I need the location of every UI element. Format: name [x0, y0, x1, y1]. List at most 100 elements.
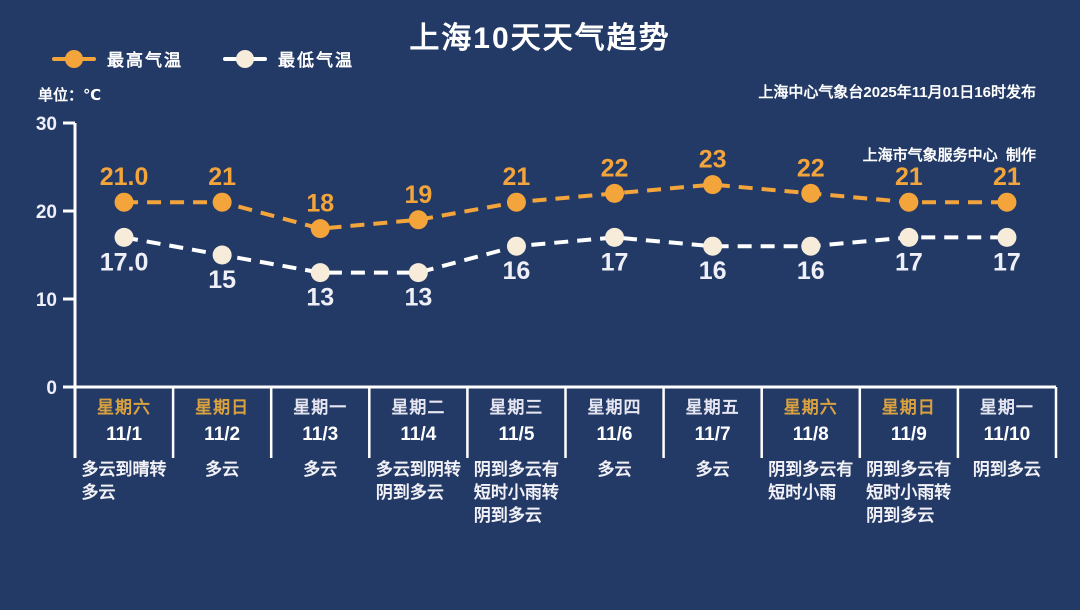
- date-label: 11/5: [498, 424, 535, 445]
- day-column: 星期日 11/2 多云: [173, 396, 271, 527]
- source-line-2: 上海市气象服务中心 制作: [862, 147, 1036, 164]
- weekday-label: 星期六: [783, 398, 838, 417]
- low-temp-series-value-label: 16: [797, 257, 825, 285]
- high-temp-series-value-label: 18: [306, 190, 334, 218]
- high-temp-series-value-label: 22: [797, 154, 825, 182]
- page-title: 上海10天天气趋势: [409, 22, 671, 55]
- weather-text: 阴到多云有 短时小雨转 阴到多云: [866, 460, 952, 525]
- day-column: 星期六 11/1 多云到晴转 多云: [75, 396, 173, 527]
- unit-label: 单位：℃: [38, 87, 102, 104]
- date-label: 11/1: [106, 424, 143, 445]
- low-temp-series-value-label: 13: [404, 284, 432, 312]
- date-label: 11/8: [792, 424, 829, 445]
- weekday-label: 星期一: [293, 398, 348, 417]
- source-attribution: 上海中心气象台2025年11月01日16时发布 上海市气象服务中心 制作: [758, 40, 1036, 208]
- high-temp-series-value-label: 21: [208, 163, 236, 191]
- low-temp-series-point: [801, 236, 821, 256]
- high-temp-series-value-label: 21: [993, 163, 1021, 191]
- source-line-1: 上海中心气象台2025年11月01日16时发布: [758, 84, 1036, 101]
- y-tick-label: 30: [36, 114, 57, 135]
- high-temp-series-point: [506, 192, 526, 212]
- weekday-label: 星期日: [881, 398, 936, 417]
- high-temp-series-point: [605, 183, 625, 203]
- high-temp-series: 21.0 21 18 19 21 22 23 22 21 21: [100, 146, 1021, 239]
- day-column: 星期六 11/8 阴到多云有 短时小雨: [762, 396, 860, 527]
- y-axis: 0 10 20 30: [36, 114, 77, 458]
- high-temp-series-point: [899, 192, 919, 212]
- weather-text: 多云到晴转 多云: [81, 460, 167, 502]
- day-column: 星期五 11/7 多云: [664, 396, 762, 527]
- low-temp-series-value-label: 16: [699, 257, 727, 285]
- date-label: 11/6: [596, 424, 633, 445]
- day-column: 星期一 11/3 多云: [271, 396, 369, 527]
- high-temp-series-point: [310, 219, 330, 239]
- weather-text: 多云: [205, 460, 240, 479]
- low-temp-series-point: [506, 236, 526, 256]
- legend-label-high: 最高气温: [107, 51, 183, 70]
- chart-legend: 最高气温 最低气温: [52, 46, 354, 71]
- low-temp-series-point: [997, 227, 1017, 247]
- low-temp-series-value-label: 16: [503, 257, 531, 285]
- low-temp-series-value-label: 13: [306, 284, 334, 312]
- high-temp-series-point: [703, 175, 723, 195]
- legend-label-low: 最低气温: [278, 51, 354, 70]
- day-column: 星期日 11/9 阴到多云有 短时小雨转 阴到多云: [860, 396, 958, 527]
- date-label: 11/7: [694, 424, 731, 445]
- low-temp-series-value-label: 17: [993, 248, 1021, 276]
- date-label: 11/3: [302, 424, 339, 445]
- low-temp-series-value-label: 15: [208, 266, 236, 294]
- high-temp-dot-icon: [65, 49, 83, 68]
- low-temp-series-line: [123, 235, 1007, 275]
- y-tick-label: 20: [36, 202, 57, 223]
- weekday-label: 星期二: [391, 398, 446, 417]
- day-columns: 星期六 11/1 多云到晴转 多云 星期日 11/2 多云 星期一 11/3 多…: [75, 396, 1056, 527]
- low-temp-dot-icon: [236, 49, 254, 68]
- weather-text: 多云: [597, 460, 632, 479]
- low-temp-series-point: [899, 227, 919, 247]
- weekday-label: 星期四: [587, 398, 642, 417]
- high-temp-series-value-label: 21.0: [100, 163, 149, 191]
- high-temp-series-point: [114, 192, 134, 212]
- low-temp-marker-icon: [223, 49, 267, 69]
- date-label: 11/4: [400, 424, 437, 445]
- low-temp-series-value-label: 17: [601, 248, 629, 276]
- date-label: 11/2: [204, 424, 241, 445]
- high-temp-series-point: [212, 192, 232, 212]
- low-temp-series-point: [310, 263, 330, 283]
- y-tick-label: 10: [36, 290, 57, 311]
- legend-item-high: 最高气温: [52, 46, 183, 71]
- day-column: 星期三 11/5 阴到多云有 短时小雨转 阴到多云: [467, 396, 565, 527]
- high-temp-series-value-label: 22: [601, 154, 629, 182]
- weather-text: 阴到多云有 短时小雨转 阴到多云: [473, 460, 559, 525]
- low-temp-series-point: [408, 263, 428, 283]
- legend-item-low: 最低气温: [223, 46, 354, 71]
- high-temp-series-value-label: 21: [895, 163, 923, 191]
- low-temp-series-point: [212, 245, 232, 265]
- weekday-label: 星期六: [97, 398, 152, 417]
- column-separators: [171, 387, 1058, 458]
- y-tick-label: 0: [46, 378, 57, 399]
- high-temp-series-line: [124, 182, 1007, 231]
- high-temp-series-value-label: 19: [404, 181, 432, 209]
- low-temp-series-point: [114, 227, 134, 247]
- weather-text: 阴到多云: [972, 460, 1041, 479]
- weather-text: 多云到阴转 阴到多云: [375, 460, 461, 502]
- weekday-label: 星期三: [489, 398, 544, 417]
- weekday-label: 星期日: [195, 398, 250, 417]
- day-column: 星期一 11/10 阴到多云: [958, 396, 1056, 527]
- high-temp-series-point: [997, 192, 1017, 212]
- weekday-label: 星期一: [979, 398, 1034, 417]
- low-temp-series: 17.0 15 13 13 16 17 16 16 17 17: [100, 227, 1021, 312]
- weekday-label: 星期五: [685, 398, 740, 417]
- weather-text: 阴到多云有 短时小雨: [768, 460, 854, 502]
- low-temp-series-value-label: 17: [895, 248, 923, 276]
- low-temp-series-point: [703, 236, 723, 256]
- high-temp-series-value-label: 21: [503, 163, 531, 191]
- high-temp-marker-icon: [52, 49, 96, 69]
- high-temp-series-point: [408, 210, 428, 230]
- high-temp-series-value-label: 23: [699, 146, 727, 174]
- low-temp-series-point: [605, 227, 625, 247]
- high-temp-series-point: [801, 183, 821, 203]
